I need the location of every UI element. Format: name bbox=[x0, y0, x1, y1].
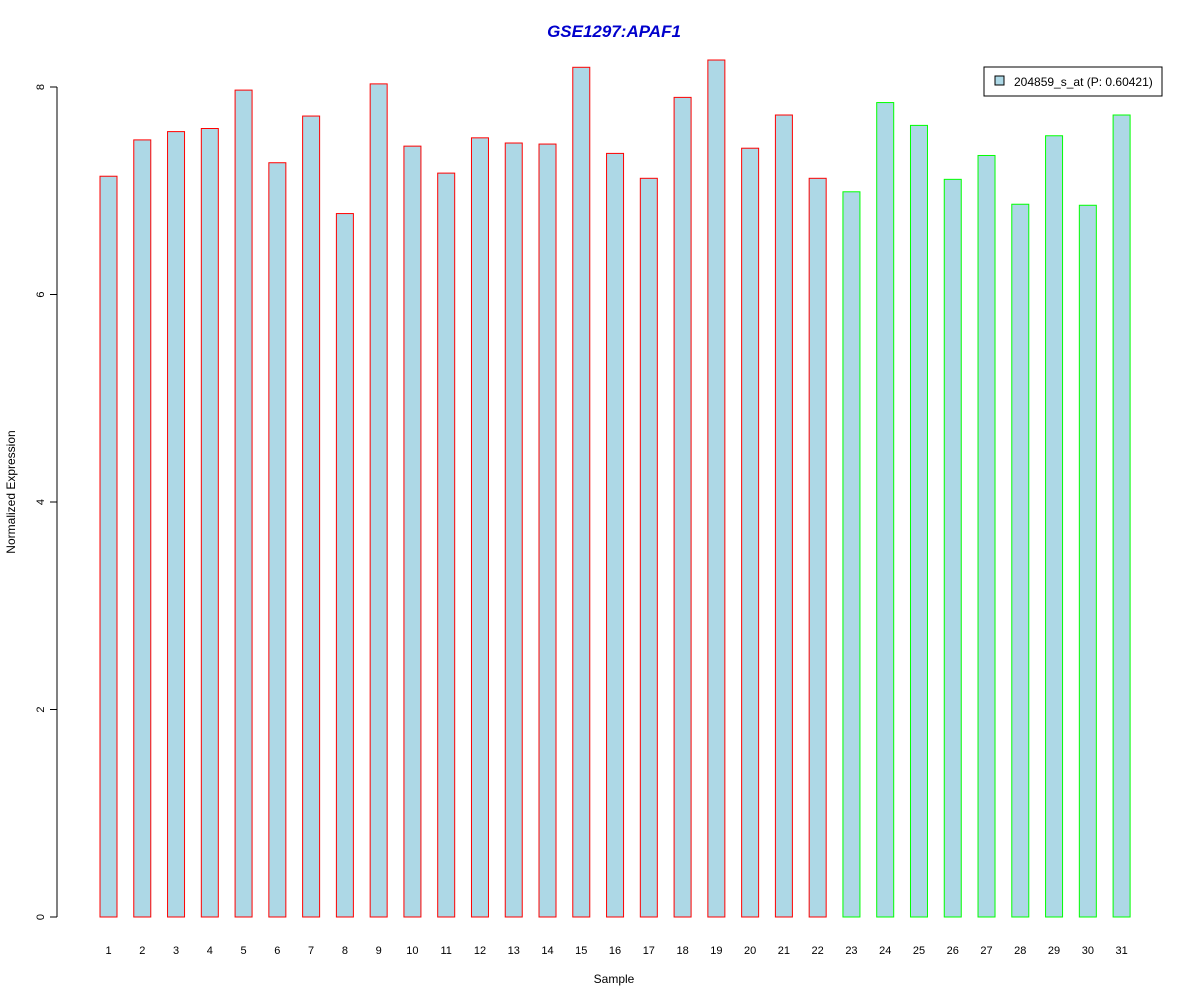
x-tick-label: 16 bbox=[609, 945, 621, 957]
bar bbox=[99, 175, 118, 918]
x-tick-label: 15 bbox=[575, 945, 587, 957]
x-tick-label: 3 bbox=[173, 945, 179, 957]
x-axis-label: Sample bbox=[594, 972, 635, 986]
bar bbox=[403, 145, 422, 918]
bar bbox=[538, 143, 557, 918]
x-tick-label: 11 bbox=[440, 945, 451, 957]
y-tick-label: 6 bbox=[35, 291, 47, 297]
x-tick-label: 10 bbox=[406, 945, 418, 957]
x-tick-label: 30 bbox=[1082, 945, 1094, 957]
bar bbox=[741, 147, 760, 918]
bar bbox=[1045, 135, 1064, 918]
bar bbox=[167, 131, 186, 918]
x-tick-labels: 1 2 3 4 5 6 7 8 9 10 11 12 13 14 15 16 17 18 19 20 21 22 23 24 2… bbox=[105, 945, 1127, 957]
x-tick-label: 27 bbox=[980, 945, 992, 957]
chart-title: GSE1297:APAF1 bbox=[547, 22, 681, 41]
x-tick-label: 8 bbox=[342, 945, 348, 957]
x-tick-label: 23 bbox=[845, 945, 857, 957]
legend-swatch bbox=[994, 75, 1005, 86]
y-tick-label: 0 bbox=[35, 914, 47, 920]
x-tick-label: 5 bbox=[241, 945, 247, 957]
x-tick-label: 6 bbox=[274, 945, 280, 957]
legend: 204859_s_at (P: 0.60421) bbox=[983, 66, 1163, 97]
y-tick-label: 4 bbox=[35, 499, 47, 505]
bar bbox=[200, 128, 219, 918]
x-tick-label: 21 bbox=[778, 945, 790, 957]
x-tick-label: 19 bbox=[710, 945, 722, 957]
x-tick-label: 1 bbox=[105, 945, 111, 957]
x-tick-label: 20 bbox=[744, 945, 756, 957]
bar bbox=[437, 172, 456, 918]
bar bbox=[268, 162, 287, 918]
x-tick-label: 26 bbox=[947, 945, 959, 957]
bar bbox=[842, 191, 861, 918]
legend-label: 204859_s_at (P: 0.60421) bbox=[1014, 75, 1153, 89]
x-tick-label: 9 bbox=[376, 945, 382, 957]
bar bbox=[369, 83, 388, 918]
y-tick-label: 2 bbox=[35, 706, 47, 712]
bar bbox=[673, 96, 692, 918]
bar bbox=[707, 59, 726, 918]
bar bbox=[606, 152, 625, 918]
x-tick-label: 29 bbox=[1048, 945, 1060, 957]
x-tick-label: 31 bbox=[1115, 945, 1127, 957]
x-tick-label: 28 bbox=[1014, 945, 1026, 957]
bar bbox=[808, 177, 827, 918]
bar bbox=[909, 124, 928, 918]
x-tick-label: 12 bbox=[474, 945, 486, 957]
x-tick-label: 25 bbox=[913, 945, 925, 957]
y-tick-label: 8 bbox=[35, 84, 47, 90]
bar bbox=[977, 154, 996, 918]
bar bbox=[234, 89, 253, 918]
legend-box bbox=[983, 66, 1163, 97]
bar bbox=[572, 66, 591, 918]
bar bbox=[133, 139, 152, 918]
x-tick-label: 4 bbox=[207, 945, 213, 957]
bar bbox=[1078, 204, 1097, 918]
bar bbox=[774, 114, 793, 918]
x-tick-label: 18 bbox=[676, 945, 688, 957]
x-tick-label: 24 bbox=[879, 945, 891, 957]
x-tick-label: 13 bbox=[508, 945, 520, 957]
bar bbox=[335, 213, 354, 918]
bars-group bbox=[99, 59, 1131, 918]
bar bbox=[470, 137, 489, 918]
bar bbox=[1112, 114, 1131, 918]
bar bbox=[504, 142, 523, 918]
x-tick-label: 7 bbox=[308, 945, 314, 957]
y-axis: 0 2 4 6 8 bbox=[35, 84, 58, 920]
bar bbox=[943, 178, 962, 918]
x-tick-label: 2 bbox=[139, 945, 145, 957]
x-tick-label: 14 bbox=[541, 945, 553, 957]
x-tick-label: 17 bbox=[643, 945, 655, 957]
x-tick-label: 22 bbox=[812, 945, 824, 957]
bar bbox=[302, 115, 321, 918]
bar bbox=[876, 102, 895, 918]
bar bbox=[639, 177, 658, 918]
bar bbox=[1011, 203, 1030, 918]
y-axis-label: Normalized Expression bbox=[4, 430, 18, 553]
